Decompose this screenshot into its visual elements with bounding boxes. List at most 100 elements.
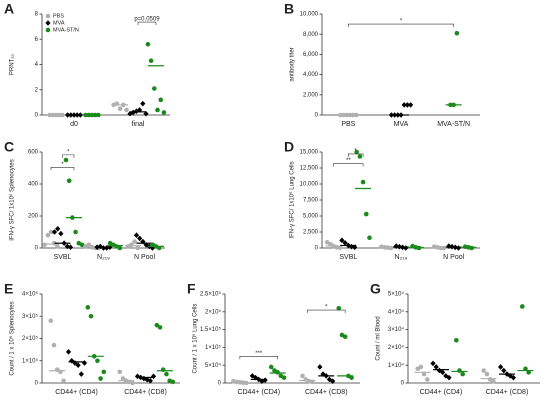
- data-point: [300, 373, 305, 379]
- data-point: [157, 325, 163, 330]
- data-point: [268, 364, 274, 370]
- data-point: [421, 371, 427, 377]
- x-tick-label: CD44+ (CD4): [55, 389, 98, 396]
- significance-label: p=0.0509: [134, 17, 160, 23]
- data-point: [78, 371, 84, 377]
- y-axis-label: IFN-γ SFC/ 1x10⁶ Splenocytes: [9, 159, 16, 241]
- data-point: [262, 377, 268, 383]
- data-point: [61, 378, 66, 384]
- data-point: [124, 107, 129, 113]
- significance-bracket: [239, 356, 278, 360]
- significance-label: **: [346, 158, 351, 164]
- y-axis-label: PRNT₅₀: [10, 53, 16, 75]
- data-point: [137, 235, 143, 242]
- data-point: [45, 20, 51, 26]
- data-point: [336, 305, 342, 311]
- significance-label: *: [400, 19, 403, 25]
- y-tick-label: 5×10⁴: [388, 291, 405, 298]
- panel-label: A: [4, 1, 14, 17]
- y-tick-label: 10,000: [300, 12, 319, 18]
- data-point: [48, 318, 54, 324]
- y-tick-label: 4×10⁵: [22, 291, 39, 298]
- x-tick-label: CD44+ (CD4): [237, 389, 280, 396]
- y-tick-label: 6,000: [303, 52, 319, 58]
- data-point: [401, 102, 407, 108]
- y-tick-label: 2×10⁴: [388, 344, 405, 351]
- y-tick-label: 7,500: [303, 198, 319, 204]
- x-tick-label: final: [132, 121, 145, 128]
- y-tick-label: 2.5×10⁵: [200, 291, 222, 298]
- data-point: [342, 334, 348, 340]
- data-point: [161, 110, 167, 115]
- data-point: [170, 379, 176, 385]
- y-axis-label: IFN-γ SFC/ 1x10⁶ Lung Cells: [289, 161, 296, 238]
- data-point: [408, 102, 414, 108]
- data-point: [81, 360, 88, 366]
- significance-bracket: [307, 309, 346, 314]
- y-tick-label: 4: [35, 62, 39, 68]
- y-tick-label: 4,000: [303, 72, 319, 78]
- data-point: [357, 154, 363, 159]
- data-point: [349, 375, 354, 380]
- data-point: [133, 232, 140, 238]
- data-point: [501, 367, 507, 374]
- y-tick-label: 1×10⁵: [22, 357, 39, 364]
- data-point: [88, 313, 94, 319]
- data-point: [416, 245, 422, 251]
- data-point: [455, 245, 462, 251]
- data-point: [140, 100, 146, 107]
- x-tick-label: SVBL: [339, 254, 357, 261]
- y-tick-label: 600: [28, 150, 39, 156]
- significance-label: *: [67, 149, 70, 155]
- significance-label: ***: [255, 351, 263, 357]
- x-tick-label: N Pool: [134, 254, 155, 261]
- data-point: [55, 244, 60, 249]
- y-tick-label: 5×10⁴: [205, 362, 222, 369]
- data-point: [117, 106, 123, 111]
- x-tick-label: CD44+ (CD8): [305, 389, 348, 396]
- legend-label: PBS: [53, 13, 64, 19]
- data-point: [145, 42, 151, 47]
- data-point: [388, 112, 394, 118]
- data-point: [453, 337, 459, 343]
- data-point: [367, 235, 372, 241]
- x-tick-label: CD44+ (CD8): [486, 389, 529, 396]
- data-point: [526, 370, 531, 375]
- data-point: [510, 374, 516, 381]
- data-point: [130, 380, 135, 386]
- data-point: [48, 229, 54, 235]
- data-point: [155, 107, 160, 113]
- data-point: [45, 232, 51, 238]
- significance-label: *: [355, 148, 358, 154]
- data-point: [443, 373, 449, 379]
- significance-bracket: [348, 23, 454, 28]
- panel-label: D: [284, 139, 294, 155]
- x-tick-label: d0: [70, 121, 78, 128]
- x-tick-label: CD44+ (CD8): [124, 389, 167, 396]
- y-tick-label: 0: [315, 113, 319, 119]
- data-point: [484, 371, 490, 377]
- x-tick-label: MVA-ST/N: [437, 121, 470, 128]
- data-point: [404, 102, 410, 108]
- data-point: [58, 230, 64, 237]
- data-point: [440, 369, 446, 376]
- data-point: [73, 229, 78, 235]
- y-axis-label: Count / 1 x 10⁶ Splenocytes: [9, 301, 16, 375]
- y-tick-label: 5,000: [303, 214, 319, 220]
- data-point: [86, 242, 92, 248]
- data-point: [45, 13, 51, 19]
- data-point: [45, 27, 51, 33]
- data-point: [481, 368, 487, 373]
- data-point: [98, 376, 103, 381]
- panel-label: F: [187, 281, 196, 297]
- significance-label: *: [325, 305, 328, 311]
- y-tick-label: 1.5×10⁵: [200, 326, 222, 333]
- data-point: [67, 244, 74, 250]
- data-point: [418, 364, 424, 370]
- x-tick-label: MVA: [394, 121, 409, 128]
- y-tick-label: 400: [28, 182, 39, 188]
- data-point: [79, 242, 85, 248]
- data-point: [425, 377, 430, 382]
- y-tick-label: 10,000: [300, 182, 319, 188]
